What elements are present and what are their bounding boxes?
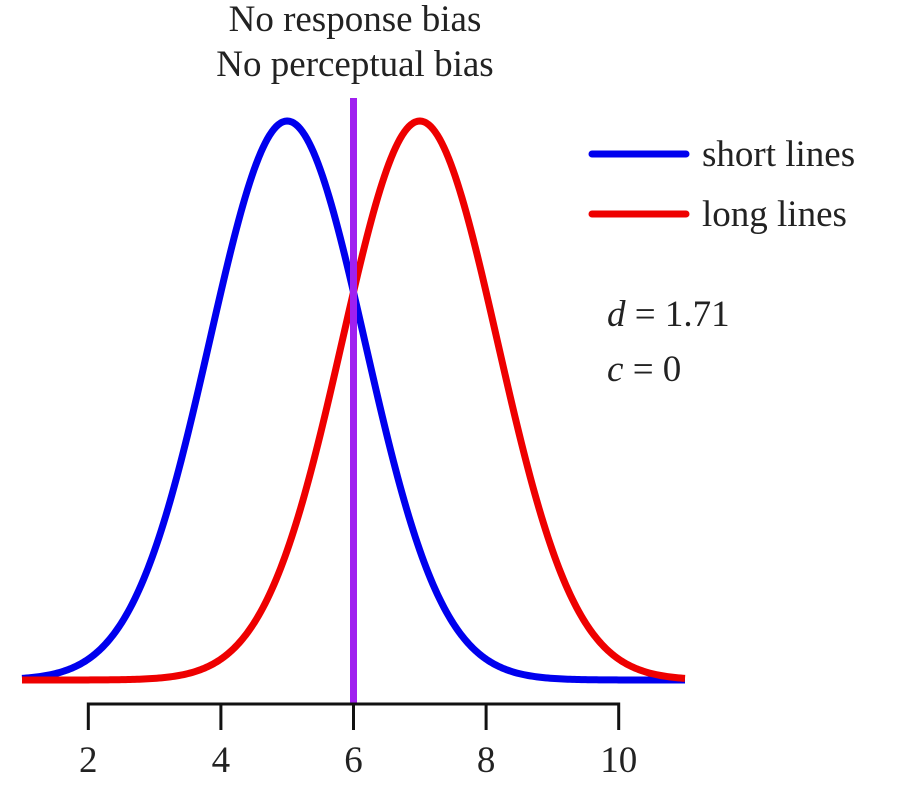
d-prime-value: = 1.71 xyxy=(625,294,730,335)
d-prime-annotation: d = 1.71 xyxy=(607,295,730,335)
x-tick-label-8: 8 xyxy=(477,740,496,781)
legend-label-short-lines: short lines xyxy=(702,134,855,175)
chart-title-line-1: No response bias xyxy=(228,0,482,40)
x-tick-label-2: 2 xyxy=(79,740,98,781)
criterion-value: = 0 xyxy=(623,349,682,390)
x-tick-label-6: 6 xyxy=(344,740,363,781)
legend-label-long-lines: long lines xyxy=(702,194,847,235)
x-tick-label-4: 4 xyxy=(212,740,231,781)
d-prime-symbol: d xyxy=(607,294,626,335)
criterion-symbol: c xyxy=(607,349,624,390)
criterion-annotation: c = 0 xyxy=(607,350,681,390)
x-tick-label-10: 10 xyxy=(600,740,637,781)
chart-title-line-2: No perceptual bias xyxy=(216,44,494,85)
